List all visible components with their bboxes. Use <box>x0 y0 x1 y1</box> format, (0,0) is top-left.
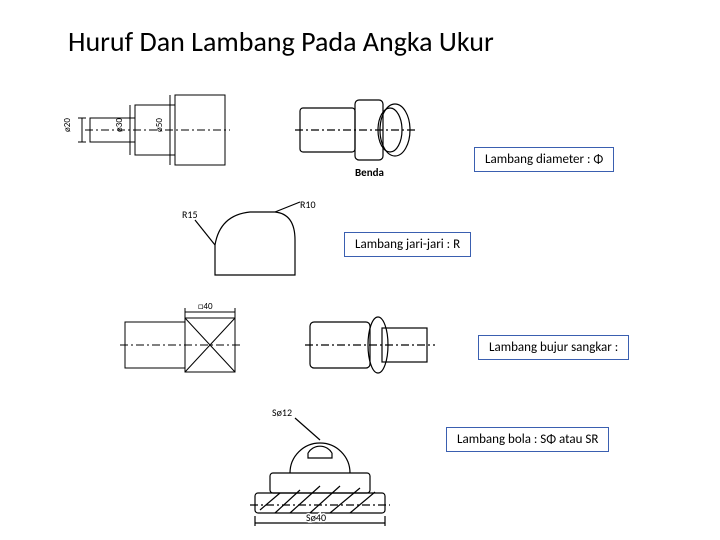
dim-sq: □40 <box>198 301 213 312</box>
label-sphere: Lambang bola : SΦ atau SR <box>446 427 609 452</box>
dim-d2: ø30 <box>114 118 125 132</box>
fig-diameter-left: ø20 ø30 ø50 <box>60 80 240 180</box>
dim-s2: Sø40 <box>306 511 326 524</box>
label-diameter: Lambang diameter : Φ <box>474 147 614 172</box>
fig-square-left: □40 <box>110 300 270 390</box>
dim-d3: ø50 <box>154 118 165 132</box>
fig-sphere: Sø12 Sø40 Sø40 <box>230 398 410 528</box>
page-title: Huruf Dan Lambang Pada Angka Ukur <box>68 24 494 59</box>
dim-r1: R15 <box>182 208 198 221</box>
dim-r2: R10 <box>300 200 316 211</box>
fig-diameter-right: Benda <box>290 80 430 180</box>
fig-square-right <box>300 300 450 390</box>
dim-d1: ø20 <box>62 118 73 132</box>
label-radius: Lambang jari-jari : R <box>344 232 471 257</box>
label-square: Lambang bujur sangkar : <box>478 335 629 360</box>
fig-radius: R15 R10 <box>180 200 330 290</box>
dim-s1: Sø12 <box>272 406 292 419</box>
benda-label: Benda <box>355 166 384 179</box>
